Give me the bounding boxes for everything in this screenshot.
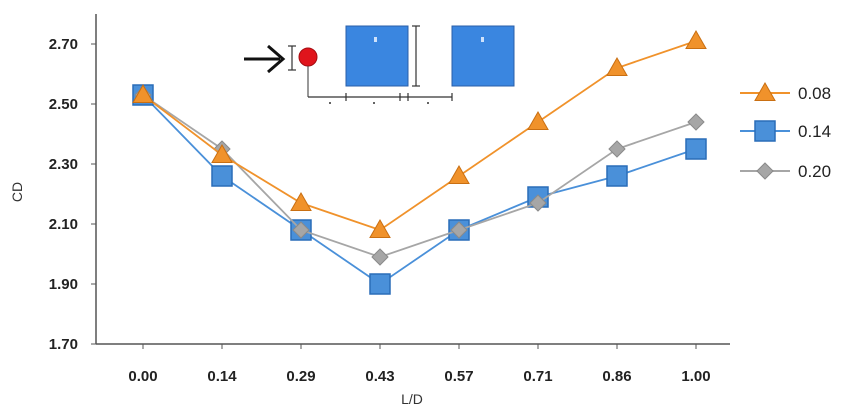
legend: 0.08 0.14 0.20 xyxy=(740,81,831,181)
x-tick-label: 0.00 xyxy=(128,368,157,385)
x-tick-label: 0.43 xyxy=(365,368,394,385)
block-highlight-2 xyxy=(481,37,484,42)
legend-marker xyxy=(754,81,776,101)
y-tick-label: 1.70 xyxy=(49,336,78,353)
series-0.08 xyxy=(132,29,707,238)
data-point xyxy=(132,83,154,103)
legend-marker xyxy=(756,162,774,180)
y-axis-title: CD xyxy=(9,182,25,202)
data-point xyxy=(606,165,628,187)
data-point xyxy=(529,194,547,212)
data-point xyxy=(608,140,626,158)
spacing-mark-1 xyxy=(329,102,331,104)
data-point xyxy=(527,110,549,130)
data-point xyxy=(290,191,312,211)
data-point xyxy=(211,165,233,187)
upstream-cylinder xyxy=(298,47,318,67)
spacing-mark-3 xyxy=(427,102,429,104)
series-line xyxy=(142,40,697,231)
upstream-square-block xyxy=(345,25,409,87)
legend-marker xyxy=(754,120,776,142)
flow-arrow-head-icon xyxy=(267,44,286,74)
y-tick-label: 2.30 xyxy=(49,156,78,173)
data-point xyxy=(450,221,468,239)
data-point xyxy=(685,138,707,160)
block-highlight-1 xyxy=(374,37,377,42)
data-point xyxy=(292,221,310,239)
data-point xyxy=(211,143,233,163)
x-tick-group: 0.00 0.14 0.29 0.43 0.57 0.71 0.86 1.00 xyxy=(128,344,711,385)
data-point xyxy=(685,29,707,49)
y-tick-label: 2.50 xyxy=(49,96,78,113)
legend-label: 0.08 xyxy=(798,84,831,103)
data-point xyxy=(448,164,470,184)
data-point xyxy=(369,218,391,238)
series-line xyxy=(142,94,697,286)
x-tick-label: 0.71 xyxy=(523,368,552,385)
y-tick-label: 1.90 xyxy=(49,276,78,293)
legend-label: 0.20 xyxy=(798,162,831,181)
inset-schematic xyxy=(244,25,515,104)
data-point xyxy=(606,56,628,76)
y-tick-group: 1.70 1.90 2.10 2.30 2.50 2.70 xyxy=(49,36,96,353)
series-layer xyxy=(132,29,707,295)
downstream-square-block xyxy=(451,25,515,87)
y-tick-label: 2.10 xyxy=(49,216,78,233)
data-point xyxy=(369,273,391,295)
x-tick-label: 0.57 xyxy=(444,368,473,385)
spacing-mark-2 xyxy=(373,102,375,104)
data-point xyxy=(371,248,389,266)
x-axis-title: L/D xyxy=(401,391,423,407)
x-tick-label: 0.86 xyxy=(602,368,631,385)
data-point xyxy=(687,113,705,131)
x-tick-label: 0.14 xyxy=(207,368,237,385)
y-tick-label: 2.70 xyxy=(49,36,78,53)
x-tick-label: 1.00 xyxy=(681,368,710,385)
legend-label: 0.14 xyxy=(798,122,831,141)
x-tick-label: 0.29 xyxy=(286,368,315,385)
series-0.14 xyxy=(132,84,707,295)
